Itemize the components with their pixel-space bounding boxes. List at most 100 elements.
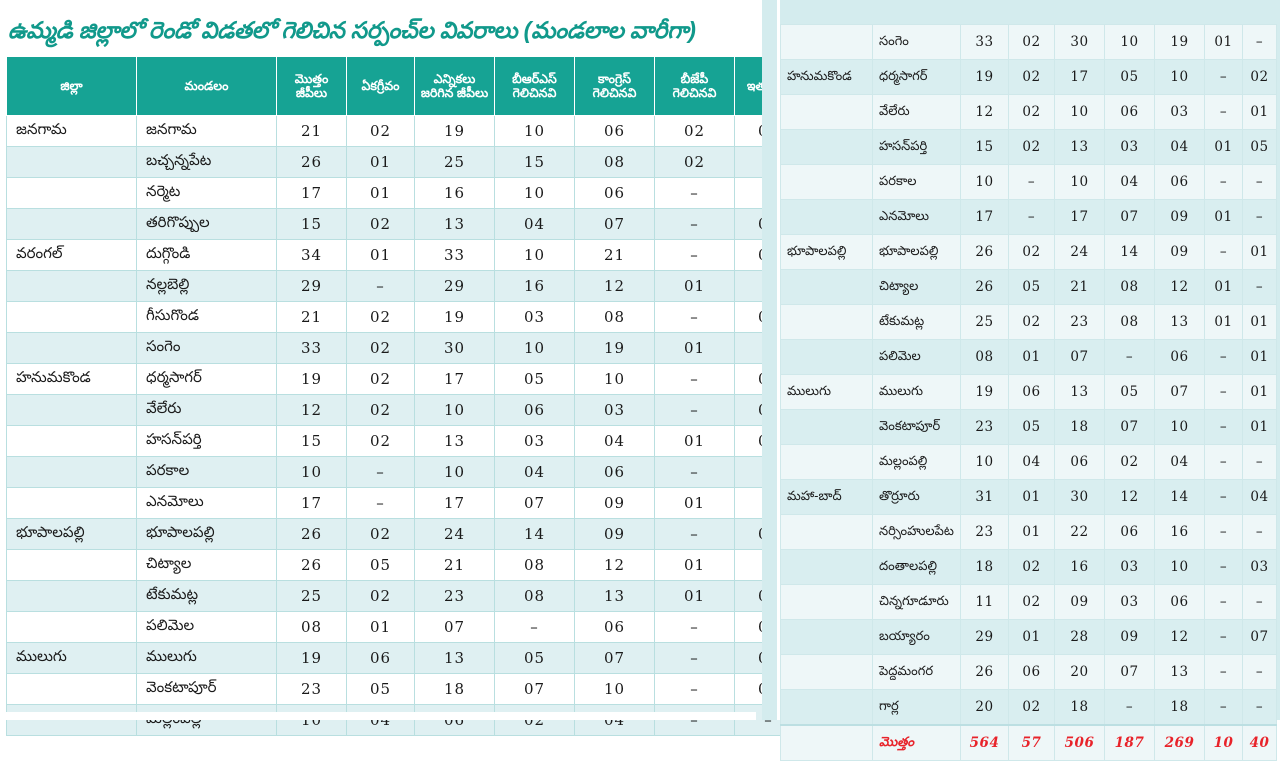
cell-polled-gps: 10 (1054, 164, 1105, 200)
cell-unanimous: 01 (1008, 339, 1055, 375)
cell-total-gps: 33 (276, 332, 347, 364)
cell-brs: 06 (1104, 94, 1155, 130)
column-header-unanimous-l1: ఏకగ్రీవం (361, 79, 400, 93)
cell-total-bjp: 10 (1204, 724, 1243, 761)
cell-unanimous: – (1008, 199, 1055, 235)
cell-others: 01 (1242, 409, 1277, 445)
cell-bjp: – (1204, 619, 1243, 655)
cell-mandal: హసన్‌పర్తి (872, 129, 961, 165)
cell-unanimous: – (346, 487, 415, 519)
cell-total-gps: 31 (960, 479, 1009, 515)
cell-bjp: – (1204, 549, 1243, 585)
column-header-congress: కాంగ్రెస్ గెలిచినవి (574, 56, 655, 116)
cell-district (780, 444, 873, 480)
cell-mandal: ములుగు (872, 374, 961, 410)
cell-unanimous: 02 (1008, 24, 1055, 60)
cell-unanimous: 01 (1008, 619, 1055, 655)
column-header-district: జిల్లా (6, 56, 137, 116)
table-body-part1: జనగామజనగామ21021910060201బచ్చన్నపేట260125… (6, 115, 803, 736)
cell-district: హనుమకొండ (6, 363, 137, 395)
cell-mandal: పలిమెల (872, 339, 961, 375)
cell-polled-gps: 13 (1054, 129, 1105, 165)
cell-bjp: 01 (1204, 304, 1243, 340)
cell-district (780, 164, 873, 200)
cell-polled-gps: 13 (414, 208, 495, 240)
cell-total-gps: 18 (960, 549, 1009, 585)
cell-bjp: 01 (654, 425, 735, 457)
cell-others: – (1242, 199, 1277, 235)
cell-district (780, 619, 873, 655)
cell-polled-gps: 10 (414, 394, 495, 426)
cell-unanimous: 01 (346, 146, 415, 178)
cell-polled-gps: 19 (414, 301, 495, 333)
cell-polled-gps: 17 (1054, 199, 1105, 235)
cell-brs: 05 (1104, 59, 1155, 95)
cell-mandal: ఎనమోలు (872, 199, 961, 235)
sarpanch-results-table-part2: సంగెం 33 02 30 10 19 01– హనుమకొండ ధర్మసాగర్ 19 02 1… (780, 24, 1277, 761)
cell-district (780, 654, 873, 690)
cell-polled-gps: 30 (1054, 24, 1105, 60)
cell-polled-gps: 28 (1054, 619, 1105, 655)
cell-congress: 04 (574, 704, 655, 736)
cell-bjp: – (654, 394, 735, 426)
cell-others: 01 (1242, 374, 1277, 410)
cell-polled-gps: 18 (414, 673, 495, 705)
cell-bjp: 01 (1204, 269, 1243, 305)
cell-bjp: – (1204, 444, 1243, 480)
column-header-polled-gps-l2: జరిగిన జీపీలు (420, 86, 489, 100)
column-header-brs: బీఆర్ఎస్ గెలిచినవి (494, 56, 575, 116)
cell-bjp: 01 (654, 580, 735, 612)
cell-unanimous: 05 (346, 549, 415, 581)
cell-brs: 10 (494, 115, 575, 147)
cell-mandal: మల్లంపల్లి (872, 444, 961, 480)
cell-unanimous: 06 (1008, 374, 1055, 410)
cell-total-gps: 26 (960, 234, 1009, 270)
cell-brs: 07 (1104, 654, 1155, 690)
cell-others: – (1242, 654, 1277, 690)
cell-polled-gps: 10 (414, 456, 495, 488)
column-header-polled-gps-l1: ఎన్నికలు (433, 72, 476, 86)
cell-district: ములుగు (780, 374, 873, 410)
cell-mandal: తరిగొప్పుల (136, 208, 277, 240)
cell-brs: 08 (494, 580, 575, 612)
cell-polled-gps: 23 (414, 580, 495, 612)
cell-unanimous: 02 (1008, 234, 1055, 270)
cell-congress: 10 (1154, 549, 1205, 585)
cell-bjp: – (654, 239, 735, 271)
cell-total-gps: 26 (276, 549, 347, 581)
cell-others: 03 (1242, 549, 1277, 585)
column-header-bjp: బీజేపీ గెలిచినవి (654, 56, 735, 116)
cell-total-gps: 10 (960, 164, 1009, 200)
cell-unanimous: 02 (1008, 689, 1055, 726)
cell-polled-gps: 25 (414, 146, 495, 178)
cell-brs: 09 (1104, 619, 1155, 655)
cell-district (6, 146, 137, 178)
table-header-row: జిల్లా మండలం మొత్తం జీపీలు ఏకగ్రీవం ఎన్న… (6, 56, 803, 116)
cell-district (780, 199, 873, 235)
cell-brs: 10 (494, 239, 575, 271)
cell-total-gps: 08 (960, 339, 1009, 375)
cell-congress: 03 (574, 394, 655, 426)
cell-polled-gps: 13 (1054, 374, 1105, 410)
cell-district (6, 394, 137, 426)
cell-district (780, 339, 873, 375)
cell-others: – (1242, 269, 1277, 305)
cell-polled-gps: 24 (1054, 234, 1105, 270)
cell-congress: 10 (574, 673, 655, 705)
cell-congress: 18 (1154, 689, 1205, 726)
cell-polled-gps: 16 (1054, 549, 1105, 585)
cell-congress: 04 (574, 425, 655, 457)
cell-congress: 06 (574, 611, 655, 643)
cell-mandal: సంగెం (872, 24, 961, 60)
cell-mandal: భూపాలపల్లి (872, 234, 961, 270)
cell-total-gps: 15 (276, 425, 347, 457)
cell-bjp: 01 (1204, 24, 1243, 60)
cell-congress: 08 (574, 301, 655, 333)
